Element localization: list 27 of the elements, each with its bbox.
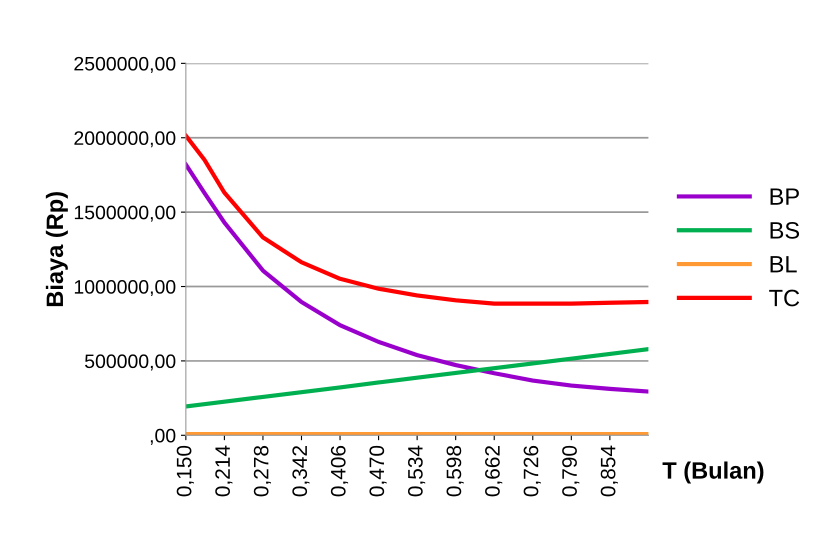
y-tick-label: 2500000,00 [74,56,176,73]
x-tick-label: 0,726 [524,446,541,496]
y-tick-label: 2000000,00 [74,131,176,148]
x-tick-label: 0,790 [562,446,580,496]
y-tick-label: 1000000,00 [74,280,176,296]
y-tick-label: ,00 [150,428,176,445]
y-tick-label: 1500000,00 [74,206,176,222]
y-tick-label: 500000,00 [85,354,176,370]
x-tick-label: 0,278 [254,446,271,496]
x-tick-label: 0,214 [215,446,232,496]
y-axis-title: Biaya (Rp) [46,192,68,306]
x-tick-label: 0,406 [330,446,348,496]
x-tick-label: 0,150 [176,446,194,496]
legend-label: TC [769,290,800,306]
x-axis-title: T (Bulan) [662,461,764,484]
line-series [186,162,648,394]
legend-label: BL [770,256,797,272]
x-tick-label: 0,342 [292,446,310,496]
legend-label: BP [770,188,799,205]
line-series [186,134,648,306]
x-tick-label: 0,534 [408,446,426,496]
x-tick-label: 0,598 [446,446,464,496]
x-tick-label: 0,854 [600,446,618,496]
line-series [186,347,648,409]
x-tick-label: 0,470 [369,446,387,496]
legend-label: BS [770,222,800,239]
x-tick-label: 0,662 [485,446,502,496]
